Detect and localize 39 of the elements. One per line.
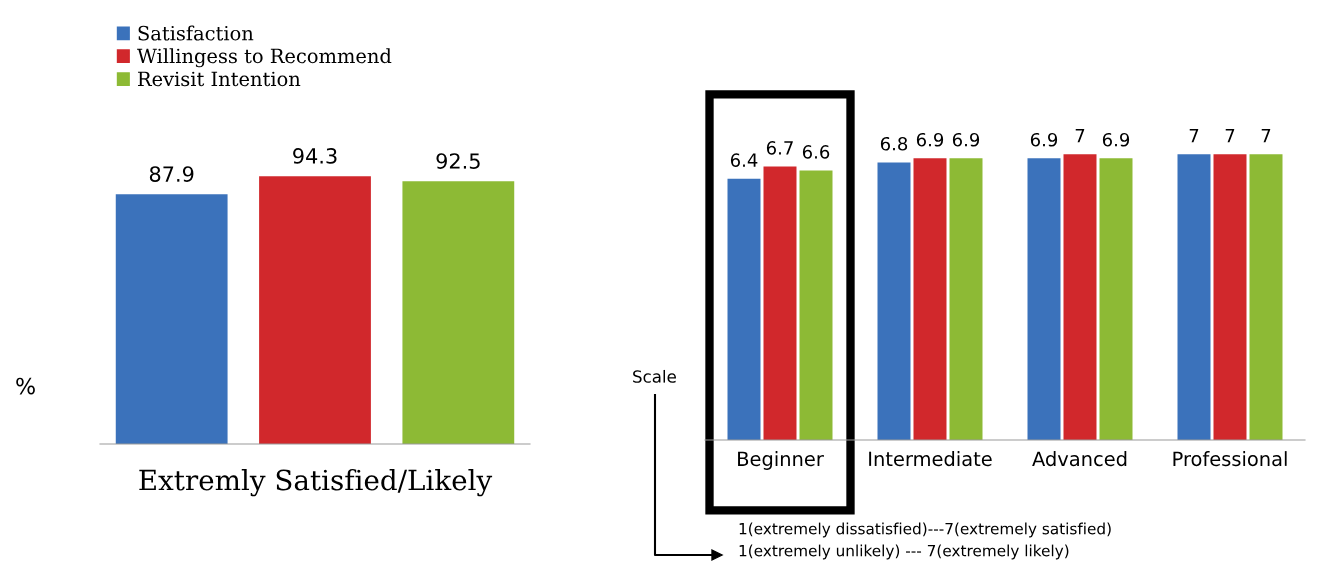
bar: [1063, 154, 1097, 440]
x-tick-label: Advanced: [1032, 451, 1127, 467]
legend-label: Satisfaction: [138, 25, 254, 41]
bar: [1213, 154, 1247, 440]
text: 1(extremely unlikely) --- 7(extremely likely): [739, 544, 1069, 560]
x-axis-title: Extremly Satisfied/Likely: [139, 469, 493, 497]
bar: [1099, 158, 1133, 440]
bar: [1027, 158, 1061, 440]
data-label: 6.4: [730, 153, 758, 167]
x-tick-label: Beginner: [738, 451, 824, 470]
text: 1(extremely dissatisfied)---7(extremely satisfied): [739, 522, 1111, 538]
legend-label: Willingess to Recommend: [137, 48, 392, 68]
x-tick-label: Professional: [1173, 451, 1287, 467]
data-label: 6.9: [1102, 132, 1130, 147]
data-label: 87.9: [149, 166, 194, 182]
data-label: 6.9: [952, 132, 980, 147]
data-label: 94.3: [293, 148, 337, 164]
data-label: 6.7: [766, 141, 793, 155]
data-label: 6.9: [1030, 132, 1058, 147]
bar: [1177, 154, 1211, 440]
x-tick-label: Intermediate: [869, 451, 992, 467]
data-label: 7: [1075, 129, 1085, 143]
data-label: 7: [1261, 129, 1271, 143]
legend-label: Revisit Intention: [138, 71, 301, 87]
data-label: 6.9: [916, 132, 944, 147]
y-axis-title: Scale: [633, 369, 676, 383]
data-label: 6.8: [880, 136, 908, 151]
bar: [763, 166, 797, 440]
bar: [727, 178, 761, 440]
data-label: 7: [1225, 129, 1235, 143]
bar: [949, 158, 983, 440]
y-axis-title: %: [16, 377, 35, 395]
data-label: 7: [1189, 129, 1199, 143]
bar: [799, 170, 833, 440]
bar: [913, 158, 947, 440]
data-label: 6.6: [802, 145, 830, 159]
bar: [1249, 154, 1283, 440]
data-label: 92.5: [436, 153, 480, 169]
bar: [877, 162, 911, 440]
